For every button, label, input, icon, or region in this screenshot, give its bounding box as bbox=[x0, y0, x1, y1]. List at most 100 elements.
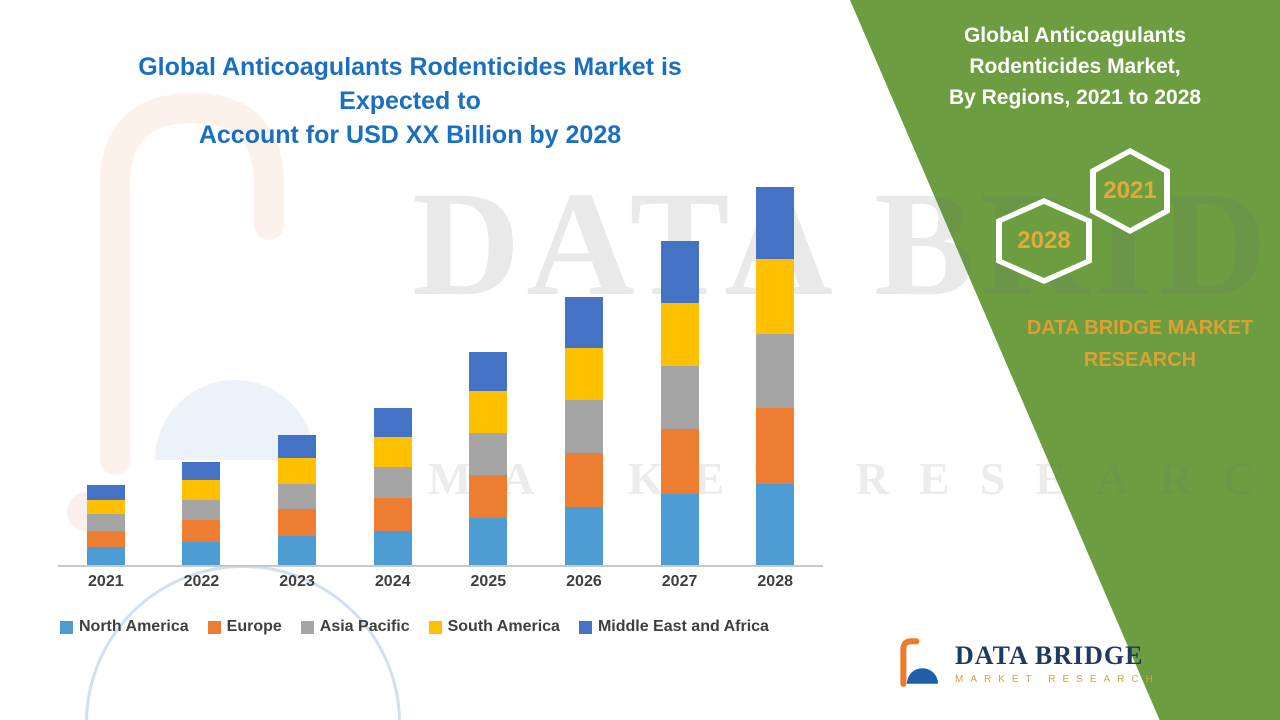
segment-north-america bbox=[373, 530, 412, 565]
side-panel-title: Global Anticoagulants Rodenticides Marke… bbox=[905, 20, 1245, 113]
segment-south-america bbox=[564, 348, 603, 401]
stacked-bar-2028 bbox=[756, 187, 795, 565]
bar-column-2025 bbox=[441, 351, 537, 565]
segment-north-america bbox=[182, 541, 221, 565]
bar-column-2024 bbox=[345, 407, 441, 565]
legend-label-middle-east-and-africa: Middle East and Africa bbox=[597, 618, 769, 635]
segment-asia-pacific bbox=[373, 467, 412, 499]
segment-middle-east-and-africa bbox=[564, 297, 603, 348]
bar-chart bbox=[58, 170, 823, 567]
segment-north-america bbox=[564, 507, 603, 565]
legend-label-south-america: South America bbox=[447, 618, 560, 635]
segment-europe bbox=[182, 519, 221, 542]
segment-middle-east-and-africa bbox=[182, 461, 221, 481]
footer-logo-name: DATA BRIDGE bbox=[955, 641, 1144, 670]
legend-label-europe: Europe bbox=[226, 618, 282, 635]
chart-legend: North America Europe Asia Pacific South Ame… bbox=[60, 618, 840, 636]
bar-column-2022 bbox=[154, 461, 250, 565]
legend-item-europe: Europe bbox=[207, 618, 282, 636]
segment-asia-pacific bbox=[564, 400, 603, 453]
bar-column-2026 bbox=[536, 297, 632, 565]
footer-logo-tagline: MARKET RESEARCH bbox=[955, 674, 1160, 685]
legend-label-asia-pacific: Asia Pacific bbox=[319, 618, 410, 635]
side-panel-title-line1: Global Anticoagulants bbox=[963, 24, 1187, 47]
segment-south-america bbox=[373, 436, 412, 468]
legend-label-north-america: North America bbox=[79, 618, 189, 635]
segment-middle-east-and-africa bbox=[278, 434, 317, 459]
hexagon-year-2021: 2021 bbox=[1096, 154, 1164, 228]
segment-south-america bbox=[86, 499, 125, 515]
segment-middle-east-and-africa bbox=[756, 187, 795, 260]
hexagon-badge-2021: 2021 bbox=[1090, 148, 1170, 234]
bar-column-2021 bbox=[58, 485, 154, 565]
segment-europe bbox=[469, 474, 508, 518]
segment-middle-east-and-africa bbox=[469, 351, 508, 392]
x-axis-label-2023: 2023 bbox=[279, 573, 315, 590]
bar-column-2027 bbox=[632, 241, 728, 565]
data-bridge-b-icon bbox=[900, 638, 939, 687]
stacked-bar-2021 bbox=[86, 485, 125, 565]
segment-europe bbox=[660, 429, 699, 495]
x-axis-label-2021: 2021 bbox=[88, 573, 124, 590]
hexagon-badge-2028: 2028 bbox=[996, 198, 1092, 284]
x-axis-label-2025: 2025 bbox=[470, 573, 507, 590]
x-axis-label-2028: 2028 bbox=[757, 573, 793, 590]
legend-item-middle-east-and-africa: Middle East and Africa bbox=[578, 618, 769, 636]
x-axis-label-2024: 2024 bbox=[374, 573, 411, 590]
legend-swatch-north-america bbox=[60, 620, 73, 634]
hexagon-year-2028: 2028 bbox=[1002, 204, 1086, 278]
chart-title-line2: Account for USD XX Billion by 2028 bbox=[198, 121, 622, 149]
segment-south-america bbox=[182, 480, 221, 500]
brand-text: DATA BRIDGE MARKET RESEARCH bbox=[1000, 312, 1280, 376]
segment-asia-pacific bbox=[469, 432, 508, 475]
stacked-bar-2027 bbox=[660, 241, 699, 565]
legend-swatch-south-america bbox=[428, 620, 442, 634]
x-axis-label-2022: 2022 bbox=[183, 573, 220, 590]
segment-south-america bbox=[756, 259, 795, 334]
side-panel-title-line2: Rodenticides Market, bbox=[969, 55, 1181, 78]
stacked-bar-2023 bbox=[278, 434, 317, 565]
footer-logo: DATA BRIDGE MARKET RESEARCH bbox=[893, 634, 1160, 692]
legend-item-asia-pacific: Asia Pacific bbox=[300, 618, 410, 636]
x-axis: 2021 2022 2023 2024 2025 2026 2027 2028 bbox=[58, 573, 823, 591]
brand-text-line1: DATA BRIDGE MARKET bbox=[1026, 317, 1254, 339]
legend-swatch-asia-pacific bbox=[300, 620, 314, 634]
segment-south-america bbox=[660, 302, 699, 367]
legend-item-north-america: North America bbox=[60, 618, 189, 636]
x-axis-label-2026: 2026 bbox=[566, 573, 602, 590]
segment-asia-pacific bbox=[86, 514, 125, 531]
segment-asia-pacific bbox=[278, 483, 317, 509]
segment-europe bbox=[756, 407, 795, 484]
brand-text-line2: RESEARCH bbox=[1083, 349, 1197, 371]
segment-south-america bbox=[469, 391, 508, 433]
segment-north-america bbox=[278, 536, 317, 565]
segment-europe bbox=[373, 498, 412, 531]
segment-asia-pacific bbox=[660, 366, 699, 430]
segment-asia-pacific bbox=[182, 499, 221, 520]
segment-middle-east-and-africa bbox=[86, 485, 125, 500]
x-axis-label-2027: 2027 bbox=[661, 573, 698, 590]
stacked-bar-2026 bbox=[564, 297, 603, 565]
bar-column-2028 bbox=[727, 187, 823, 565]
segment-north-america bbox=[756, 483, 795, 565]
segment-middle-east-and-africa bbox=[373, 407, 412, 437]
stacked-bar-2024 bbox=[373, 407, 412, 565]
segment-south-america bbox=[278, 458, 317, 484]
side-panel-title-line3: By Regions, 2021 to 2028 bbox=[948, 86, 1202, 109]
segment-north-america bbox=[660, 494, 699, 565]
segment-europe bbox=[564, 452, 603, 508]
segment-north-america bbox=[469, 517, 508, 565]
legend-swatch-middle-east-and-africa bbox=[578, 620, 592, 634]
legend-swatch-europe bbox=[207, 620, 221, 634]
chart-title: Global Anticoagulants Rodenticides Marke… bbox=[80, 50, 740, 152]
segment-north-america bbox=[86, 546, 125, 565]
legend-item-south-america: South America bbox=[428, 618, 560, 636]
bar-column-2023 bbox=[249, 434, 345, 565]
segment-middle-east-and-africa bbox=[660, 241, 699, 303]
segment-europe bbox=[86, 530, 125, 547]
segment-europe bbox=[278, 508, 317, 537]
stacked-bar-2025 bbox=[469, 351, 508, 565]
stacked-bar-2022 bbox=[182, 461, 221, 565]
chart-title-line1: Global Anticoagulants Rodenticides Marke… bbox=[138, 53, 682, 115]
